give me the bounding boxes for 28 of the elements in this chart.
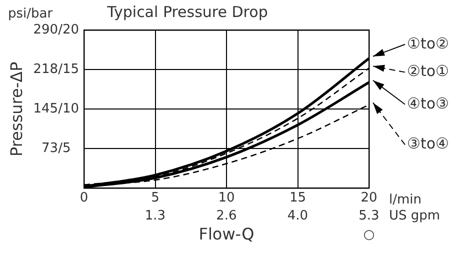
- text: psi/bar: [8, 6, 54, 22]
- x-tick-label: 10: [218, 190, 235, 206]
- y2-tick-label: 10: [62, 101, 80, 116]
- x2-tick-label: 1.3: [144, 208, 166, 224]
- legend-label: ①to②: [407, 34, 449, 52]
- text: US gpm: [389, 208, 440, 224]
- x2-tick-label: 5.3: [358, 208, 380, 224]
- y2-tick-label: 20: [62, 22, 80, 38]
- y-axis-title: Pressure-ΔP: [6, 61, 26, 156]
- text: l/min: [389, 192, 422, 208]
- legend-label: ④to③: [407, 94, 449, 112]
- y2-tick-label: 15: [62, 62, 80, 77]
- x-tick-label: 0: [80, 190, 88, 206]
- text: ③to④: [407, 134, 449, 153]
- legend-label: ②to①: [407, 62, 449, 80]
- y2-tick-label: 5: [62, 141, 71, 156]
- text: ○: [363, 228, 375, 243]
- x-tick-label: 15: [289, 190, 306, 206]
- chart-title: Typical Pressure Drop: [106, 2, 268, 21]
- y-tick-label: 290/: [33, 22, 64, 38]
- y-tick-label: 73/: [42, 141, 64, 156]
- x-axis-title: Flow-Q: [198, 224, 254, 244]
- x-tick-label: 5: [151, 190, 160, 206]
- y-tick-label: 145/: [33, 101, 64, 116]
- x-tick-label: 20: [360, 190, 378, 206]
- x2-tick-label: 4.0: [287, 208, 308, 224]
- x2-tick-label: 2.6: [216, 208, 237, 224]
- y-tick-label: 218/: [33, 62, 64, 77]
